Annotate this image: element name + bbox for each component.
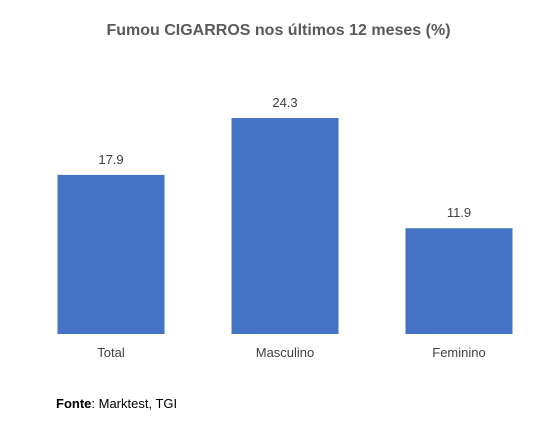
chart-title: Fumou CIGARROS nos últimos 12 meses (%) bbox=[106, 22, 451, 39]
bar-total bbox=[57, 174, 165, 334]
bar-feminino bbox=[405, 228, 513, 334]
source-text: : Marktest, TGI bbox=[91, 396, 178, 411]
category-label-masculino: Masculino bbox=[256, 345, 315, 360]
data-label-total: 17.9 bbox=[98, 152, 123, 167]
source-note: Fonte: Marktest, TGI bbox=[56, 396, 177, 411]
source-label: Fonte bbox=[56, 396, 92, 411]
bar-masculino bbox=[231, 118, 339, 334]
category-label-total: Total bbox=[97, 345, 125, 360]
category-label-feminino: Feminino bbox=[432, 345, 485, 360]
data-label-feminino: 11.9 bbox=[447, 205, 471, 220]
data-label-masculino: 24.3 bbox=[272, 95, 297, 110]
